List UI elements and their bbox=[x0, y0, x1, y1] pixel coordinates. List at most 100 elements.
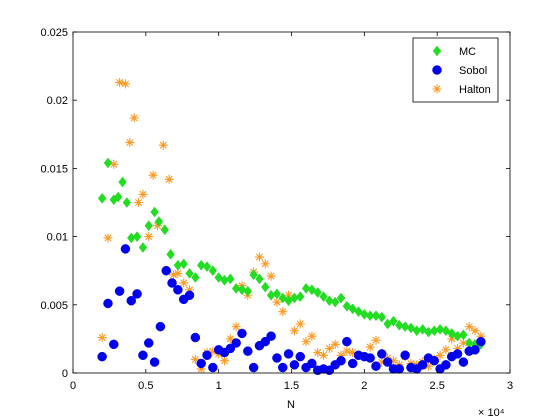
data-point-mc bbox=[154, 216, 164, 228]
data-point-halton bbox=[179, 278, 189, 288]
data-point-halton bbox=[435, 350, 445, 360]
y-tick-label: 0.005 bbox=[40, 300, 68, 312]
data-point-mc bbox=[208, 265, 218, 277]
data-point-mc bbox=[179, 258, 188, 270]
y-tick-label: 0.015 bbox=[40, 163, 68, 175]
data-point-halton bbox=[173, 268, 183, 278]
legend-marker-halton bbox=[432, 84, 442, 94]
data-point-sobol bbox=[126, 295, 137, 306]
data-point-halton bbox=[476, 331, 486, 341]
data-point-mc bbox=[166, 248, 175, 260]
data-point-halton bbox=[138, 189, 148, 199]
data-point-sobol bbox=[272, 353, 282, 363]
data-point-halton bbox=[342, 346, 352, 356]
data-point-sobol bbox=[103, 298, 113, 309]
data-point-sobol bbox=[132, 289, 142, 299]
data-point-mc bbox=[365, 310, 375, 322]
data-point-sobol bbox=[161, 265, 171, 276]
legend-marker-sobol bbox=[432, 65, 442, 75]
data-point-sobol bbox=[184, 290, 195, 301]
data-point-sobol bbox=[377, 349, 387, 359]
data-point-halton bbox=[284, 290, 294, 300]
data-point-mc bbox=[360, 308, 369, 320]
data-point-sobol bbox=[382, 357, 393, 367]
data-point-halton bbox=[289, 326, 299, 336]
data-point-mc bbox=[191, 272, 200, 283]
data-point-halton bbox=[231, 322, 241, 332]
data-point-halton bbox=[330, 339, 340, 349]
legend-label-halton: Halton bbox=[459, 84, 491, 96]
data-point-sobol bbox=[248, 362, 259, 373]
data-point-mc bbox=[296, 291, 305, 303]
data-point-halton bbox=[103, 233, 113, 243]
data-point-sobol bbox=[120, 244, 131, 254]
data-point-halton bbox=[164, 174, 174, 184]
data-point-halton bbox=[319, 350, 329, 360]
data-point-mc bbox=[319, 291, 328, 303]
data-point-sobol bbox=[173, 285, 183, 295]
data-point-sobol bbox=[143, 338, 154, 348]
data-point-mc bbox=[301, 283, 311, 294]
y-tick-label: 0.025 bbox=[40, 27, 68, 39]
data-point-sobol bbox=[266, 331, 276, 341]
series-layer bbox=[97, 77, 486, 376]
data-point-halton bbox=[272, 297, 282, 307]
data-point-sobol bbox=[470, 345, 480, 355]
data-point-sobol bbox=[114, 286, 125, 296]
data-point-sobol bbox=[371, 361, 381, 371]
legend: MC Sobol Halton bbox=[412, 37, 499, 103]
data-point-mc bbox=[348, 303, 357, 315]
legend-marker-mc bbox=[432, 45, 442, 57]
data-point-halton bbox=[260, 259, 270, 269]
data-point-sobol bbox=[336, 355, 346, 366]
series-mc bbox=[97, 157, 486, 350]
data-point-mc bbox=[202, 261, 212, 273]
data-point-mc bbox=[313, 287, 322, 298]
x-tick-label: 0.5 bbox=[138, 380, 153, 392]
data-point-mc bbox=[249, 269, 258, 281]
data-point-halton bbox=[148, 170, 158, 180]
data-point-halton bbox=[134, 198, 144, 207]
data-point-sobol bbox=[202, 350, 212, 361]
data-point-halton bbox=[129, 113, 139, 123]
data-point-sobol bbox=[208, 362, 218, 373]
x-tick-label: 2 bbox=[361, 380, 367, 392]
data-point-halton bbox=[453, 343, 463, 353]
data-point-halton bbox=[388, 356, 398, 366]
data-point-mc bbox=[272, 288, 282, 300]
data-point-halton bbox=[225, 334, 235, 344]
data-point-halton bbox=[307, 331, 317, 341]
data-point-halton bbox=[115, 77, 125, 87]
data-point-halton bbox=[219, 356, 229, 366]
data-point-mc bbox=[342, 300, 352, 312]
data-point-halton bbox=[348, 348, 358, 358]
data-point-halton bbox=[447, 334, 457, 344]
data-point-sobol bbox=[452, 349, 463, 359]
data-point-mc bbox=[144, 220, 153, 232]
data-point-mc bbox=[435, 323, 445, 335]
series-sobol bbox=[97, 244, 486, 376]
data-point-sobol bbox=[109, 339, 119, 350]
data-point-sobol bbox=[278, 362, 288, 373]
data-point-halton bbox=[158, 140, 168, 150]
data-point-sobol bbox=[324, 365, 335, 376]
data-point-halton bbox=[441, 345, 451, 355]
data-point-sobol bbox=[243, 346, 253, 356]
legend-box bbox=[412, 37, 499, 103]
ticks-layer: 0 0.5 1 1.5 2 2.5 3 0 0.005 0.01 0.015 0.02 0.025 bbox=[40, 27, 513, 392]
data-point-mc bbox=[261, 281, 270, 293]
data-point-mc bbox=[336, 292, 346, 304]
data-point-halton bbox=[278, 307, 288, 317]
data-point-mc bbox=[196, 259, 206, 271]
data-point-sobol bbox=[283, 349, 294, 359]
data-point-halton bbox=[336, 350, 346, 360]
data-point-mc bbox=[400, 321, 410, 333]
data-point-sobol bbox=[441, 360, 451, 370]
data-point-mc bbox=[325, 295, 334, 307]
legend-label-sobol: Sobol bbox=[459, 65, 487, 77]
data-point-sobol bbox=[196, 358, 206, 369]
data-point-halton bbox=[254, 252, 264, 262]
data-point-halton bbox=[152, 221, 162, 231]
data-point-sobol bbox=[307, 358, 317, 369]
